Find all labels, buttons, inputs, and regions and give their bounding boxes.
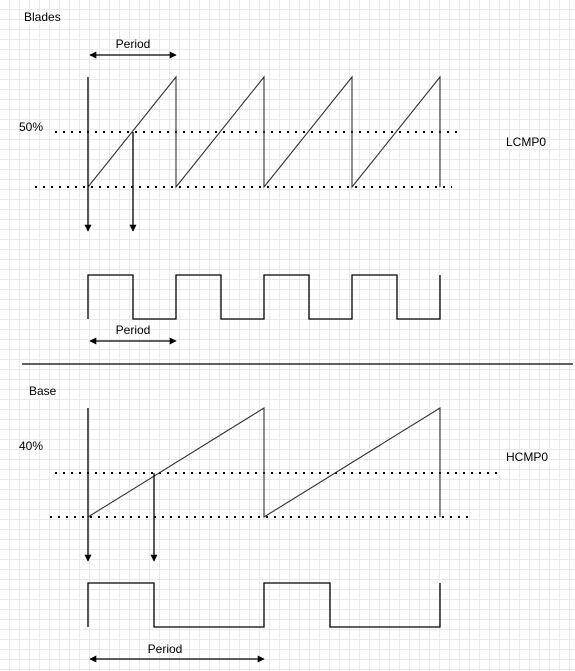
blades-sawtooth-waveform <box>87 75 441 189</box>
base-percent-label: 40% <box>19 439 43 453</box>
base-title: Base <box>29 384 57 398</box>
blades-percent-label: 50% <box>19 120 43 134</box>
base-pwm-output-waveform <box>87 582 441 628</box>
blades-pwm-output-waveform <box>87 274 441 320</box>
blades-period-top-label: Period <box>116 37 151 51</box>
blades-title: Blades <box>24 10 61 24</box>
blades-period-bottom-label: Period <box>116 323 151 337</box>
base-compare-label: HCMP0 <box>506 450 548 464</box>
blades-compare-label: LCMP0 <box>506 135 546 149</box>
base-period-label: Period <box>148 642 183 656</box>
base-sawtooth-waveform <box>87 407 441 518</box>
